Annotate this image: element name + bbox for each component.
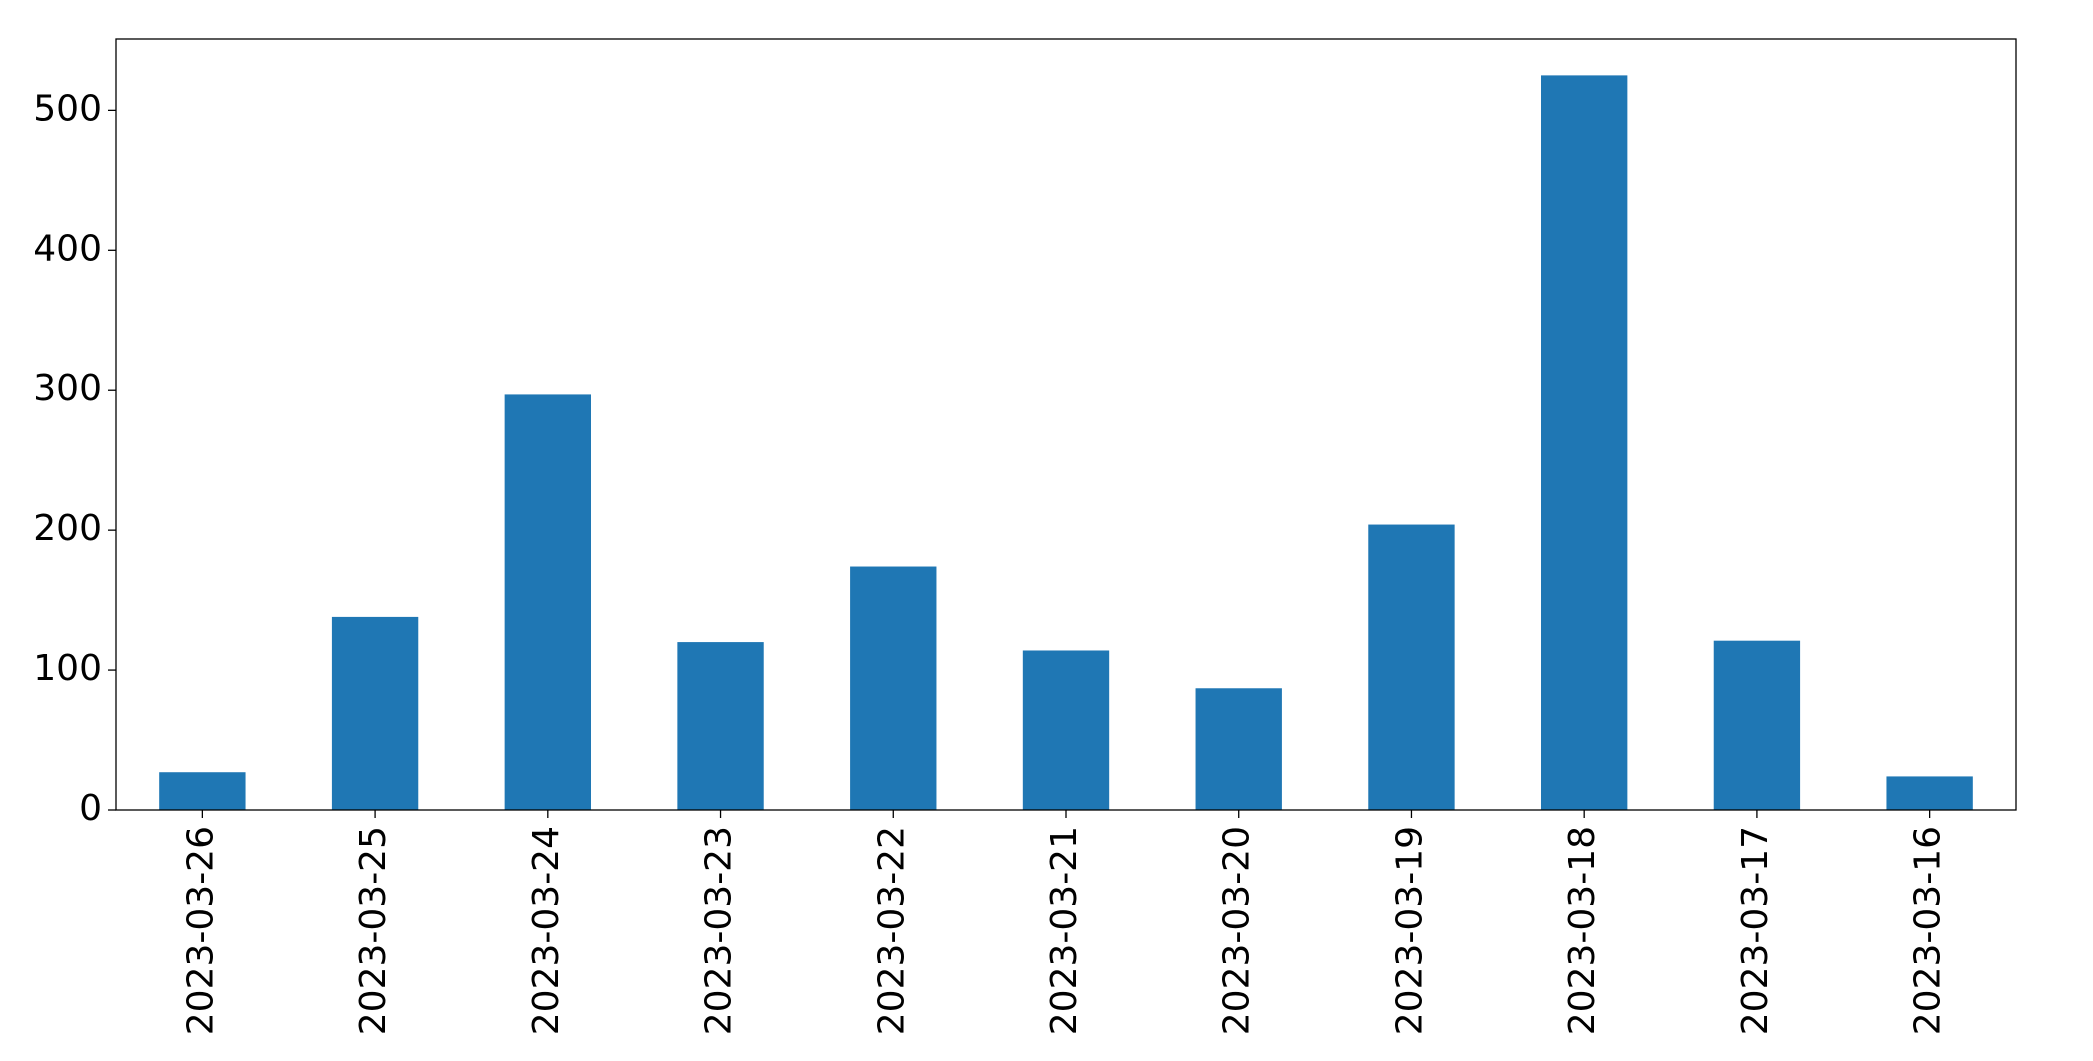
x-tick-label: 2023-03-22 <box>871 826 912 1035</box>
y-tick-label: 500 <box>33 88 102 129</box>
bar <box>1541 75 1628 811</box>
bar <box>677 642 764 810</box>
x-tick-label: 2023-03-17 <box>1735 826 1776 1035</box>
plot-frame <box>115 38 2017 811</box>
y-tick-label: 200 <box>33 508 102 549</box>
bar <box>1368 524 1455 810</box>
x-tick-label: 2023-03-16 <box>1908 826 1949 1035</box>
bar <box>331 616 419 810</box>
bar <box>1713 640 1801 810</box>
bar <box>850 566 937 810</box>
x-tick-label: 2023-03-18 <box>1562 826 1603 1035</box>
bar <box>1022 650 1110 810</box>
bar <box>1886 776 1973 810</box>
x-tick-label: 2023-03-25 <box>353 826 394 1035</box>
y-tick-label: 300 <box>33 368 102 409</box>
x-tick-label: 2023-03-23 <box>699 826 740 1035</box>
x-tick-label: 2023-03-24 <box>526 826 567 1035</box>
bar <box>504 394 591 810</box>
y-tick-label: 0 <box>79 788 102 829</box>
y-tick-label: 400 <box>33 228 102 269</box>
x-tick-label: 2023-03-21 <box>1044 826 1085 1035</box>
x-tick-label: 2023-03-19 <box>1389 826 1430 1035</box>
y-tick-label: 100 <box>33 648 102 689</box>
x-tick-label: 2023-03-26 <box>180 826 221 1035</box>
bar <box>1195 688 1282 810</box>
x-tick-label: 2023-03-20 <box>1217 826 1258 1035</box>
bar <box>159 772 246 810</box>
